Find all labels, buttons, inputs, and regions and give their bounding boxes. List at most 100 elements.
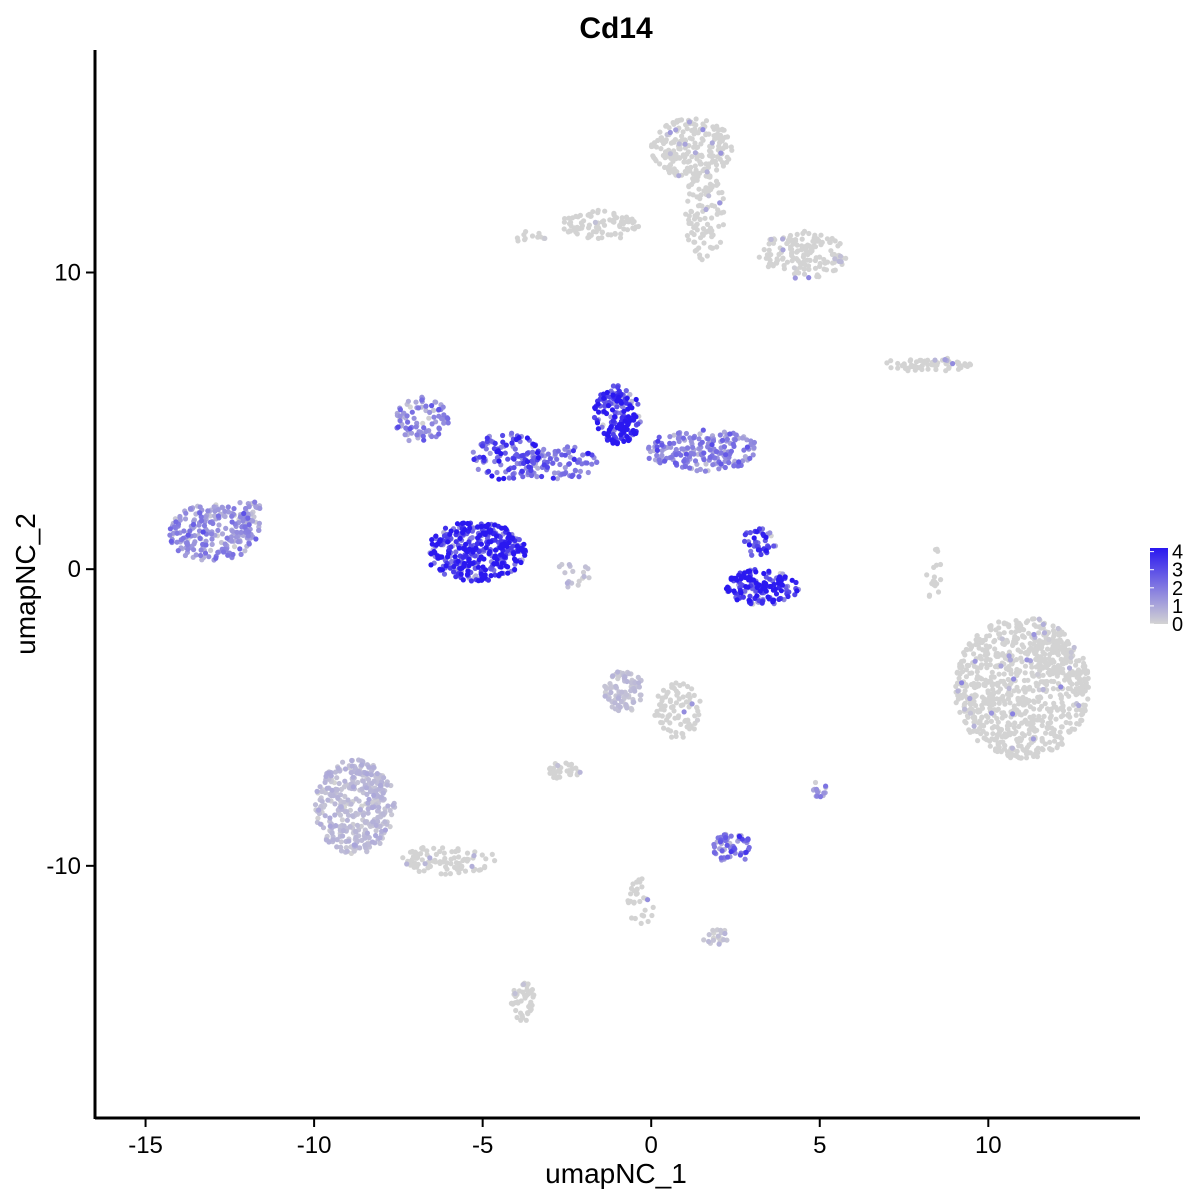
cell-point	[242, 524, 248, 530]
cell-point	[959, 669, 966, 675]
cell-point	[364, 771, 370, 777]
cell-point	[572, 467, 578, 473]
cell-point	[429, 421, 435, 427]
cell-point	[740, 594, 746, 600]
cell-point	[198, 518, 205, 524]
cell-point	[215, 549, 221, 556]
cell-point	[625, 406, 631, 412]
cell-point	[530, 449, 536, 455]
cell-point	[184, 542, 190, 548]
cell-point	[662, 149, 669, 155]
cell-point	[223, 525, 229, 532]
cell-point	[1018, 712, 1024, 718]
cell-point	[673, 452, 679, 458]
cell-point	[475, 466, 481, 472]
cell-point	[705, 436, 711, 442]
cell-point	[687, 465, 693, 471]
cell-point	[471, 868, 477, 874]
cell-point	[1024, 744, 1031, 750]
cell-point	[909, 363, 915, 370]
cell-point	[427, 409, 433, 415]
cell-point	[402, 432, 408, 438]
cell-point	[500, 439, 506, 445]
cell-point	[933, 366, 939, 373]
cell-point	[420, 433, 426, 439]
cell-point	[827, 239, 833, 245]
cell-point	[340, 759, 346, 765]
cell-point	[522, 992, 528, 998]
cell-point	[633, 396, 639, 403]
cell-point	[983, 643, 989, 649]
cell-point	[551, 470, 558, 476]
cell-point	[1018, 623, 1024, 629]
cell-point	[422, 861, 428, 867]
cell-point	[800, 230, 806, 236]
cell-point	[617, 235, 624, 241]
cell-point	[706, 938, 712, 945]
cell-point	[1021, 627, 1027, 633]
cell-point	[509, 440, 515, 446]
cell-point	[409, 848, 415, 855]
cell-point	[574, 231, 580, 237]
cell-point	[350, 784, 356, 790]
cell-point	[612, 414, 618, 420]
cell-point	[442, 525, 449, 531]
cell-point	[415, 405, 422, 411]
cell-point	[1000, 641, 1006, 647]
cell-point	[810, 238, 816, 244]
cell-point	[521, 460, 527, 466]
cell-point	[334, 787, 340, 793]
cell-point	[528, 472, 535, 479]
cell-point	[423, 428, 429, 435]
cell-point	[1047, 667, 1053, 674]
cell-point	[715, 207, 721, 213]
cell-point	[595, 426, 602, 432]
cell-point	[673, 127, 679, 133]
cell-point	[191, 547, 197, 553]
cell-point	[785, 593, 791, 600]
cell-point	[624, 426, 630, 432]
cell-point	[167, 532, 173, 538]
cell-point	[983, 657, 989, 663]
cell-point	[1057, 692, 1063, 698]
cell-point	[953, 683, 959, 690]
cell-point	[390, 802, 396, 808]
cell-point	[215, 527, 221, 534]
cell-point	[513, 1007, 519, 1014]
cell-point	[652, 156, 658, 162]
x-axis-ticks: -15 -10 -5 0 5 10	[128, 1118, 1002, 1159]
cell-point	[201, 523, 208, 529]
cell-point	[229, 513, 235, 519]
cell-point	[901, 361, 907, 367]
cell-point	[431, 407, 437, 413]
cell-point	[234, 529, 240, 535]
cell-point	[770, 587, 777, 593]
cell-point	[757, 588, 763, 594]
cell-point	[377, 782, 384, 789]
cell-point	[492, 553, 498, 559]
cell-point	[440, 845, 446, 851]
cell-point	[1016, 723, 1022, 730]
cell-point	[1046, 636, 1052, 643]
cell-point	[741, 447, 747, 453]
cell-point	[610, 418, 616, 424]
cell-point	[650, 904, 656, 911]
cell-point	[718, 450, 724, 456]
cell-point	[483, 545, 489, 551]
cell-point	[756, 254, 762, 260]
cell-point	[612, 700, 618, 706]
cell-point	[524, 450, 531, 456]
cell-point	[1029, 664, 1035, 670]
cell-point	[697, 159, 703, 165]
cell-point	[577, 468, 584, 474]
cell-point	[433, 542, 439, 548]
cell-point	[405, 419, 411, 425]
x-tick-label: -5	[472, 1132, 493, 1159]
x-tick-label: 10	[975, 1132, 1002, 1159]
cell-point	[761, 570, 767, 577]
cell-point	[966, 641, 973, 647]
cell-point	[404, 413, 410, 419]
cell-point	[351, 848, 357, 854]
cell-point	[672, 715, 678, 721]
cell-point	[659, 713, 665, 719]
